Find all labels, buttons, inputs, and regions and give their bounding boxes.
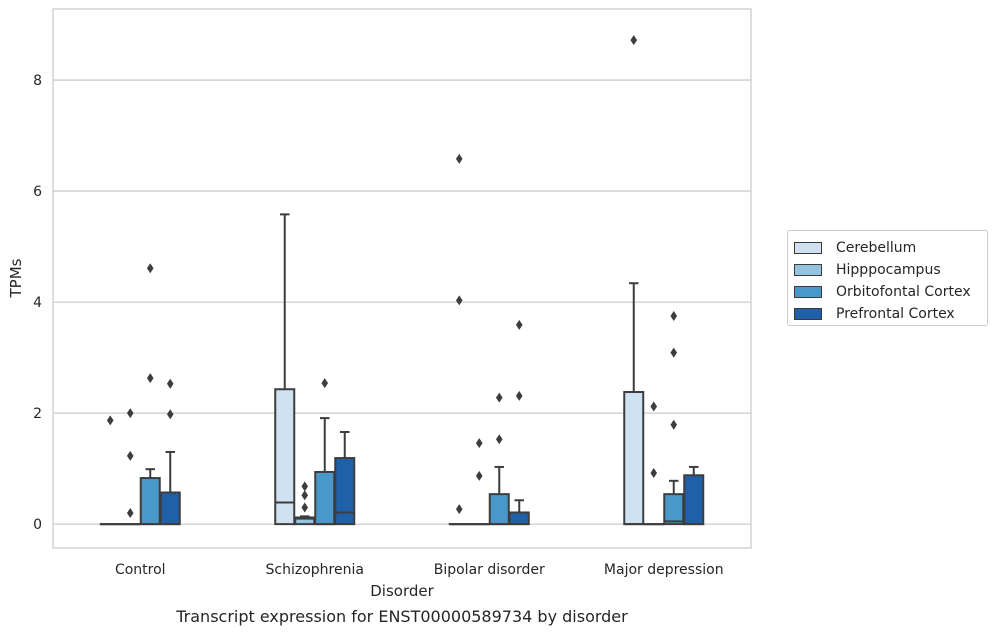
legend-swatch-cerebellum	[794, 242, 822, 254]
box-hipppocampus-schizophrenia	[294, 481, 316, 526]
legend-item-hippocampus: Hipppocampus	[794, 259, 979, 281]
outlier-point	[515, 390, 523, 401]
outlier-point	[515, 319, 523, 330]
box-series-group	[99, 35, 705, 526]
x-tick-labels: Control Schizophrenia Bipolar disorder Majo…	[115, 562, 724, 578]
box	[334, 457, 356, 526]
box-prefrontal-cortex-major-depression	[683, 465, 705, 526]
y-axis-label: TPMs	[7, 258, 25, 298]
legend-label: Prefrontal Cortex	[836, 306, 955, 322]
y-tick-label: 2	[33, 406, 42, 422]
y-tick-label: 6	[33, 184, 42, 200]
plot-area	[52, 8, 752, 549]
outlier-point	[475, 470, 483, 481]
legend-swatch-hippocampus	[794, 264, 822, 276]
y-tick-label: 0	[33, 517, 42, 533]
legend-swatch-prefrontal-cortex	[794, 308, 822, 320]
box-orbitofontal-cortex-bipolar-disorder	[488, 392, 510, 526]
box-hipppocampus-bipolar-disorder	[468, 438, 490, 526]
outlier-point	[650, 468, 658, 479]
box-hipppocampus-control	[119, 408, 141, 526]
chart-title: Transcript expression for ENST0000058973…	[175, 607, 628, 626]
outlier-point	[301, 502, 309, 513]
box	[683, 474, 705, 526]
outlier-point	[670, 347, 678, 358]
legend: Cerebellum Hipppocampus Orbitofontal Cor…	[787, 230, 988, 326]
legend-item-cerebellum: Cerebellum	[794, 237, 979, 259]
outlier-point	[126, 408, 134, 419]
outlier-point	[166, 409, 174, 420]
box-prefrontal-cortex-control	[159, 378, 181, 526]
box	[663, 493, 685, 526]
box-cerebellum-major-depression	[623, 35, 645, 526]
x-tick-label: Schizophrenia	[266, 562, 364, 578]
legend-label: Hipppocampus	[836, 262, 941, 278]
legend-item-prefrontal-cortex: Prefrontal Cortex	[794, 303, 979, 325]
box-cerebellum-bipolar-disorder	[448, 153, 470, 526]
box-orbitofontal-cortex-control	[139, 263, 161, 526]
outlier-point	[166, 378, 174, 389]
legend-swatch-orbitofrontal-cortex	[794, 286, 822, 298]
legend-item-orbitofrontal-cortex: Orbitofontal Cortex	[794, 281, 979, 303]
outlier-point	[455, 295, 463, 306]
box	[508, 511, 530, 526]
box	[488, 493, 510, 526]
x-axis-label: Disorder	[370, 582, 434, 600]
outlier-point	[650, 401, 658, 412]
box-cerebellum-schizophrenia	[274, 213, 296, 526]
outlier-point	[495, 392, 503, 403]
box	[314, 470, 336, 526]
x-tick-label: Major depression	[604, 562, 724, 578]
outlier-point	[106, 415, 114, 426]
legend-label: Cerebellum	[836, 240, 917, 256]
y-tick-label: 4	[33, 295, 42, 311]
outlier-point	[455, 504, 463, 515]
box-prefrontal-cortex-bipolar-disorder	[508, 319, 530, 526]
legend-label: Orbitofontal Cortex	[836, 284, 971, 300]
box	[623, 391, 645, 526]
box	[159, 491, 181, 526]
outlier-point	[670, 310, 678, 321]
y-tick-label: 8	[33, 73, 42, 89]
outlier-point	[146, 373, 154, 384]
x-tick-label: Control	[115, 562, 166, 578]
outlier-point	[126, 508, 134, 519]
box-prefrontal-cortex-schizophrenia	[334, 430, 356, 526]
box	[274, 388, 296, 526]
outlier-point	[475, 438, 483, 449]
outlier-point	[301, 481, 309, 492]
y-tick-labels: 0 2 4 6 8	[33, 73, 42, 533]
outlier-point	[495, 434, 503, 445]
outlier-point	[146, 263, 154, 274]
box	[139, 477, 161, 526]
outlier-point	[321, 378, 329, 389]
outlier-point	[670, 419, 678, 430]
outlier-point	[301, 490, 309, 501]
outlier-point	[630, 35, 638, 46]
x-tick-label: Bipolar disorder	[434, 562, 545, 578]
outlier-point	[126, 450, 134, 461]
outlier-point	[455, 153, 463, 164]
